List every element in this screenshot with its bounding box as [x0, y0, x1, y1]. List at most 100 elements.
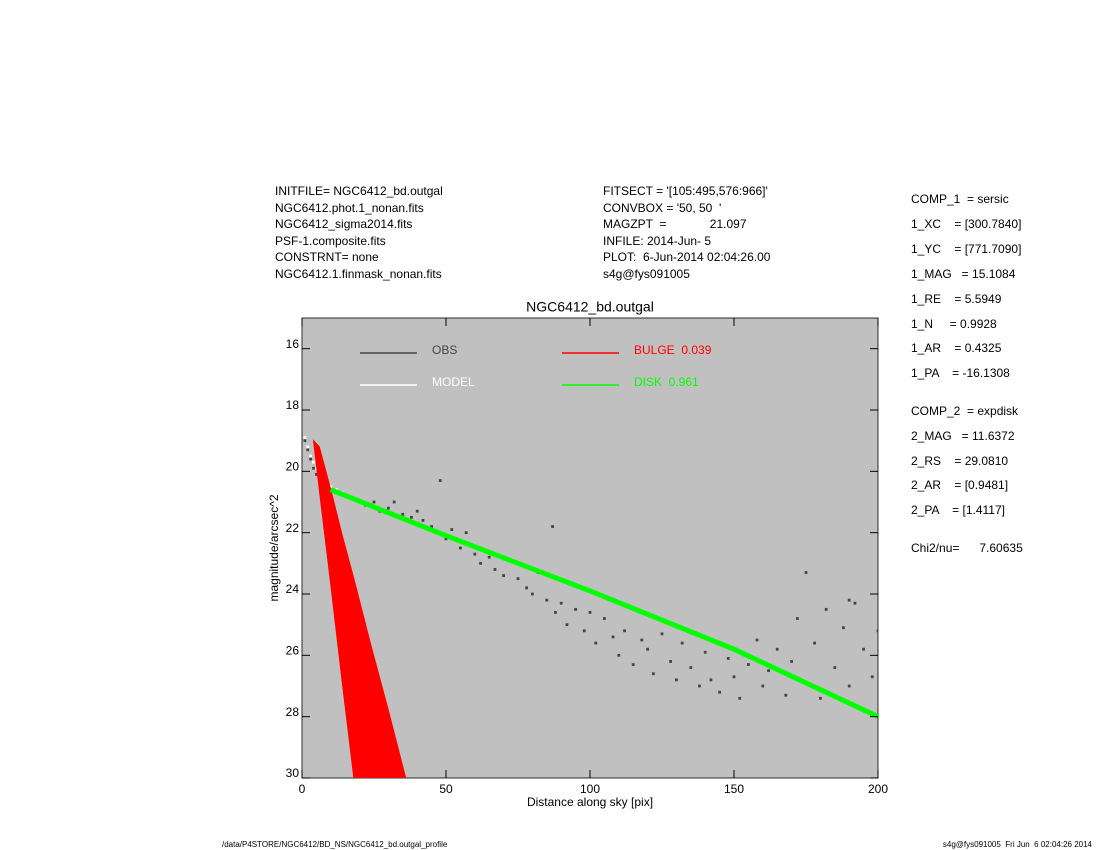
- data-point: [438, 479, 442, 482]
- data-point: [473, 552, 477, 556]
- x-tick-label: 50: [439, 782, 453, 796]
- header-line: CONVBOX = '50, 50 ': [603, 200, 722, 215]
- x-axis-label: Distance along sky [pix]: [527, 795, 653, 809]
- data-point: [718, 690, 721, 694]
- data-point: [824, 607, 828, 611]
- header-line: INITFILE= NGC6412_bd.outgal: [275, 184, 443, 198]
- x-tick-label: 100: [580, 782, 600, 796]
- parameter: 1_N = 0.9928: [911, 316, 997, 331]
- y-tick-label: 22: [286, 521, 300, 535]
- y-tick-label: 28: [286, 705, 300, 719]
- parameter: 2_RS = 29.0810: [911, 453, 1009, 468]
- data-point: [594, 641, 598, 645]
- data-point: [582, 629, 586, 633]
- data-point: [755, 638, 759, 642]
- data-point: [303, 436, 307, 439]
- header-line: NGC6412_sigma2014.fits: [275, 217, 413, 231]
- data-point: [675, 678, 678, 682]
- data-point: [775, 647, 779, 651]
- data-point: [767, 669, 770, 673]
- y-tick-label: 18: [286, 398, 300, 412]
- data-point: [312, 466, 315, 470]
- data-point: [660, 632, 664, 636]
- data-point: [487, 555, 491, 559]
- data-point: [430, 525, 433, 528]
- data-point: [847, 598, 851, 602]
- x-tick-label: 200: [868, 782, 888, 796]
- parameter: COMP_1 = sersic: [911, 192, 1009, 206]
- data-point: [545, 598, 549, 602]
- data-point: [315, 473, 318, 476]
- data-point: [623, 629, 626, 633]
- data-point: [603, 617, 606, 620]
- header-line: FITSECT = '[105:495,576:966]': [603, 184, 768, 198]
- data-point: [444, 537, 448, 541]
- data-point: [531, 592, 534, 596]
- data-point: [459, 546, 462, 550]
- data-point: [646, 647, 649, 651]
- data-point: [726, 657, 730, 660]
- data-point: [804, 571, 808, 574]
- header-line: CONSTRNT= none: [275, 250, 379, 264]
- parameter: 2_AR = [0.9481]: [911, 478, 1009, 493]
- data-point: [876, 629, 878, 633]
- plot-content: [303, 436, 878, 778]
- data-point: [611, 635, 615, 639]
- data-point: [525, 586, 529, 590]
- data-point: [640, 638, 644, 642]
- data-point: [303, 439, 307, 443]
- data-point: [421, 519, 425, 522]
- data-point: [516, 577, 520, 581]
- data-point: [372, 500, 376, 504]
- data-point: [698, 684, 701, 688]
- data-point: [784, 693, 788, 697]
- data-point: [631, 663, 635, 666]
- chart-title: NGC6412_bd.outgal: [526, 299, 654, 315]
- data-point: [617, 653, 621, 657]
- bulge-band: [312, 439, 407, 778]
- data-point: [309, 454, 313, 458]
- data-point: [842, 626, 845, 630]
- data-point: [795, 617, 799, 620]
- data-point: [747, 663, 750, 666]
- header-line: PSF-1.composite.fits: [275, 233, 386, 248]
- header-line: MAGZPT = 21.097: [603, 217, 747, 231]
- y-tick-label: 24: [286, 582, 300, 596]
- data-point: [689, 666, 693, 669]
- data-point: [306, 445, 310, 449]
- data-point: [761, 684, 765, 688]
- parameter: 1_MAG = 15.1084: [911, 266, 1016, 281]
- parameter: 2_MAG = 11.6372: [911, 428, 1015, 443]
- y-axis-label: magnitude/arcsec^2: [267, 494, 281, 601]
- legend-label: MODEL: [432, 375, 475, 389]
- data-point: [479, 561, 482, 565]
- parameter: 1_AR = 0.4325: [911, 341, 1002, 356]
- parameter: 1_PA = -16.1308: [911, 366, 1010, 381]
- data-point: [306, 448, 310, 452]
- data-point: [680, 641, 684, 645]
- parameter: 2_PA = [1.4117]: [911, 503, 1005, 518]
- data-point: [401, 512, 405, 516]
- y-tick-label: 20: [286, 460, 300, 474]
- header-line: INFILE: 2014-Jun- 5: [603, 233, 712, 248]
- legend-label: BULGE 0.039: [634, 343, 712, 357]
- data-point: [410, 515, 413, 519]
- footer-left: /data/P4STORE/NGC6412/BD_NS/NGC6412_bd.o…: [222, 840, 448, 849]
- data-point: [554, 611, 557, 614]
- data-point: [502, 574, 505, 577]
- data-point: [387, 506, 390, 510]
- data-point: [565, 623, 569, 627]
- data-point: [819, 696, 822, 700]
- y-tick-label: 26: [286, 644, 300, 658]
- header-line: PLOT: 6-Jun-2014 02:04:26.00: [603, 250, 771, 264]
- parameter: 1_XC = [300.7840]: [911, 216, 1022, 231]
- data-point: [703, 650, 707, 654]
- data-point: [574, 607, 577, 611]
- data-point: [559, 601, 563, 605]
- data-point: [493, 568, 497, 571]
- data-point: [312, 460, 315, 464]
- y-tick-label: 30: [286, 766, 300, 780]
- data-point: [415, 509, 419, 513]
